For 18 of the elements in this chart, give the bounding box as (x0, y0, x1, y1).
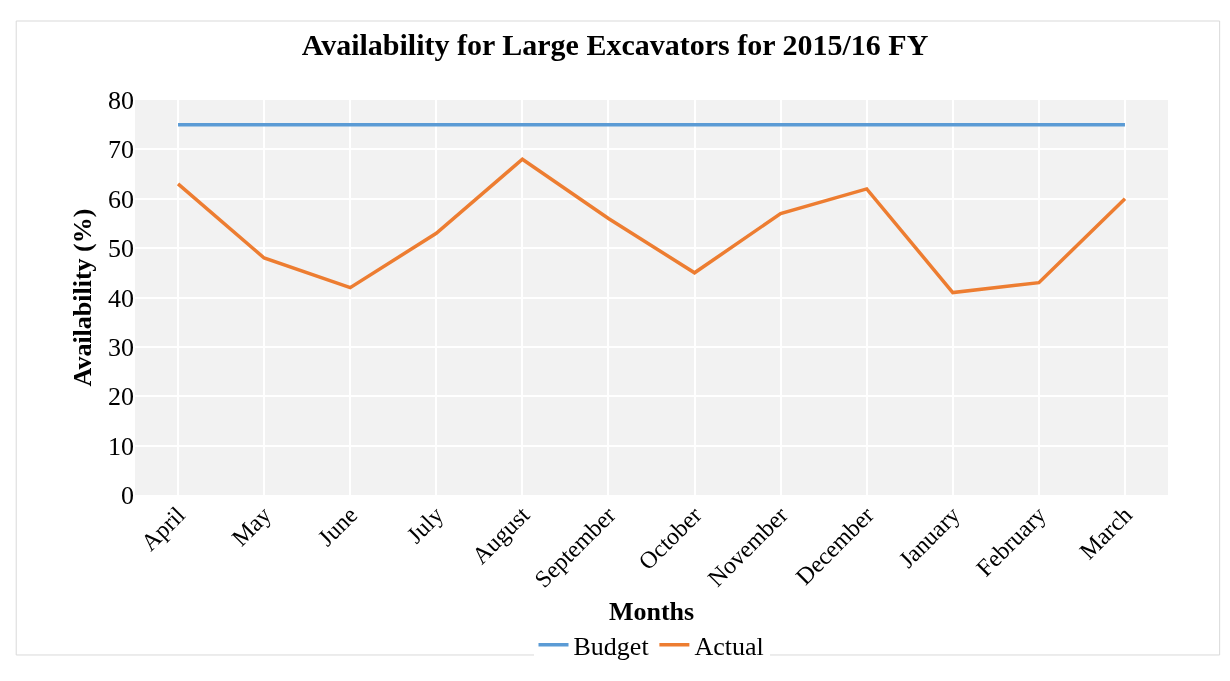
y-tick-label: 70 (108, 135, 134, 165)
y-tick-label: 80 (108, 86, 134, 116)
legend-label: Budget (573, 631, 650, 661)
y-tick-label: 20 (108, 382, 134, 412)
chart-title: Availability for Large Excavators for 2015/16 FY (301, 28, 929, 62)
y-axis-title: Availability (%) (68, 208, 98, 387)
y-tick-label: 10 (108, 431, 134, 461)
x-axis-title: Months (608, 597, 695, 627)
y-tick-label: 50 (108, 234, 134, 264)
line-series (176, 157, 1127, 295)
legend-label: Actual (694, 631, 764, 661)
y-tick-label: 40 (108, 283, 134, 313)
x-tick-label: July (401, 501, 449, 549)
x-tick-label: June (312, 501, 363, 552)
y-tick-label: 30 (108, 332, 134, 362)
x-tick-label: May (226, 501, 277, 552)
y-tick-label: 60 (108, 184, 134, 214)
y-tick-label: 0 (121, 481, 134, 511)
